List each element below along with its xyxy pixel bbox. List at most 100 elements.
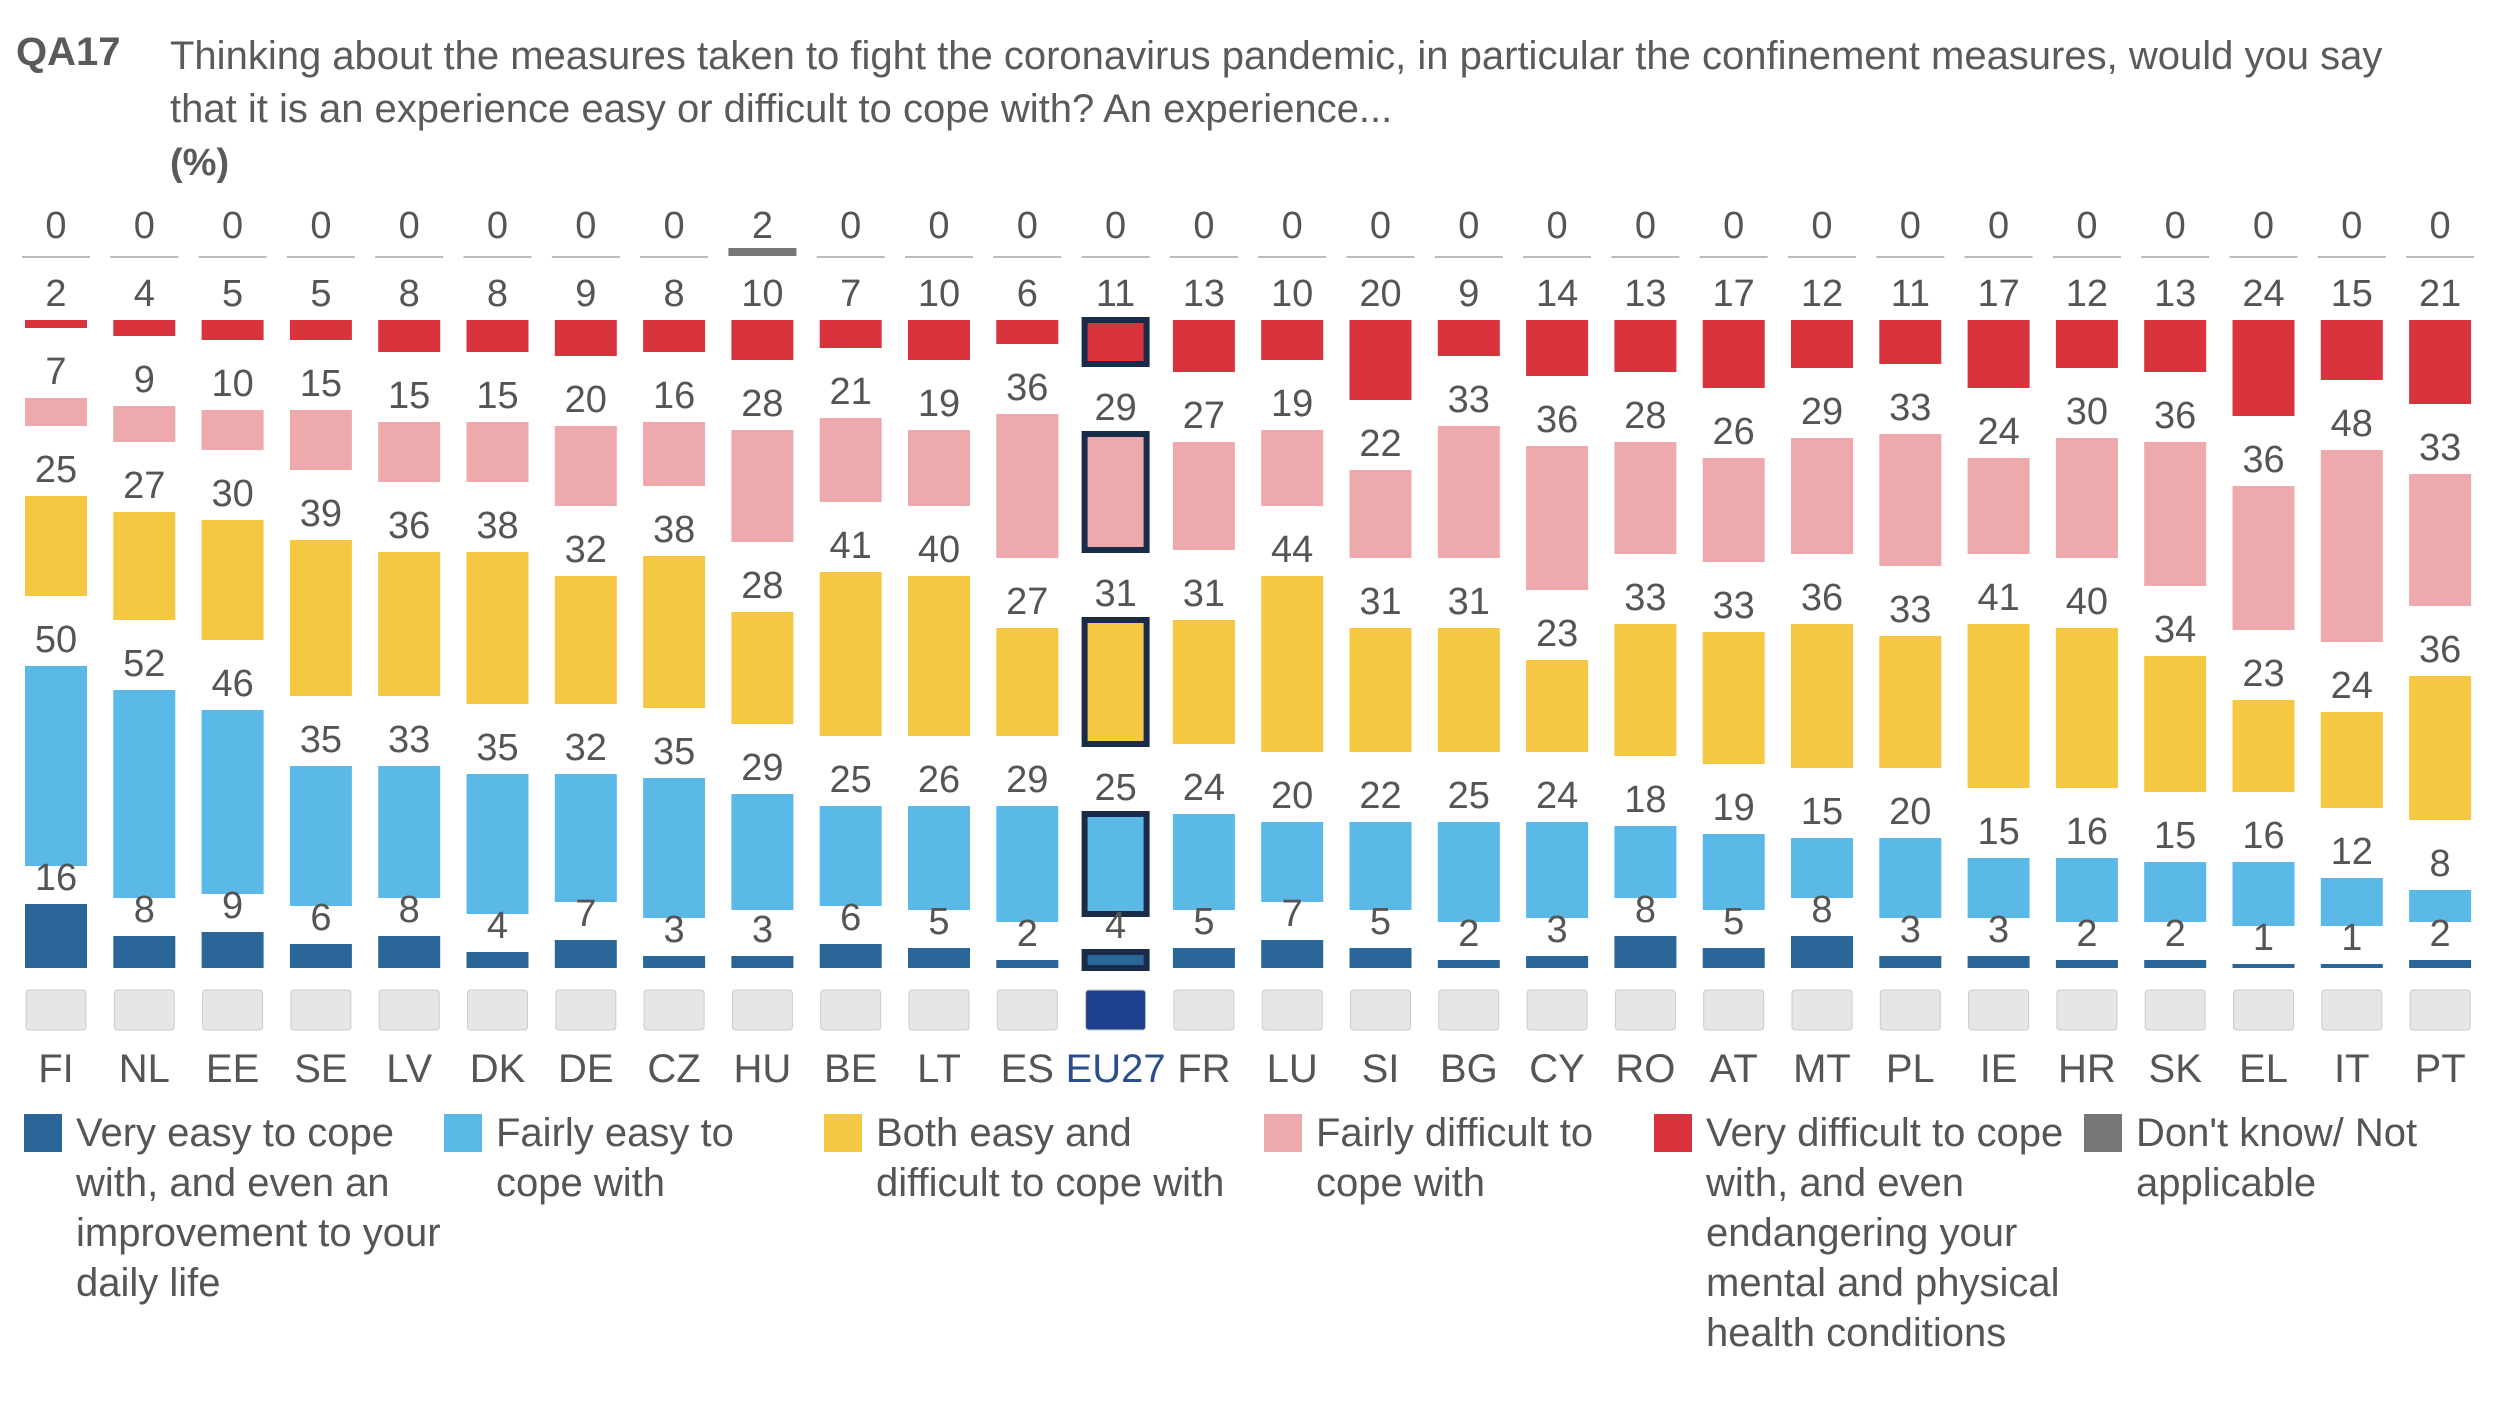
category-label: PL [1886,1047,1935,1091]
bar-segment-fairly-difficult [2055,438,2118,558]
bar-segment-very-easy [2232,964,2295,968]
data-label-both: 36 [388,505,430,547]
category-label: IT [2334,1047,2370,1091]
data-label-very-difficult: 5 [222,273,243,315]
bar-segment-fairly-easy [2144,862,2207,922]
category-label: DK [470,1047,526,1091]
bar-segment-very-difficult [2144,320,2207,372]
bar-segment-very-difficult [378,320,441,352]
data-label-both: 40 [918,529,960,571]
data-label-very-difficult: 4 [134,273,155,315]
category-label: RO [1615,1047,1675,1091]
legend-label-very-difficult: Very difficult to cope with, and even en… [1706,1111,2064,1355]
bar-segment-dont-know [1964,256,2033,258]
bar-segment-fairly-difficult [731,430,794,542]
bar-segment-dont-know [728,248,797,256]
bar-segment-dont-know [2229,256,2298,258]
data-label-dont-know: 0 [1547,205,1568,247]
data-label-fairly-difficult: 7 [45,351,66,393]
bar-segment-very-easy [819,944,882,968]
bar-segment-fairly-difficult [996,414,1059,558]
bar-segment-very-difficult [1967,320,2030,388]
bar-segment-very-easy [996,960,1059,968]
data-label-very-difficult: 17 [1977,273,2019,315]
bar-segment-very-easy [1614,936,1677,968]
bar-segment-dont-know [1169,256,1238,258]
bar-segment-fairly-easy [1526,822,1589,918]
bar-segment-both [1526,660,1589,752]
bar-segment-dont-know [2141,256,2210,258]
data-label-fairly-easy: 50 [35,619,77,661]
data-label-dont-know: 0 [2076,205,2097,247]
category-label: CY [1529,1047,1585,1091]
data-label-fairly-easy: 35 [476,727,518,769]
data-label-dont-know: 0 [310,205,331,247]
bar-segment-very-difficult [1879,320,1942,364]
data-label-both: 33 [1713,585,1755,627]
bar-segment-fairly-difficult [201,410,264,450]
data-label-dont-know: 0 [1635,205,1656,247]
bar-segment-both [1081,617,1150,747]
bar-segment-very-difficult [2232,320,2295,416]
bar-segment-fairly-difficult [378,422,441,482]
category-label: HU [734,1047,792,1091]
data-label-very-easy: 9 [222,885,243,927]
data-label-very-difficult: 13 [2154,273,2196,315]
data-label-very-easy: 5 [1193,901,1214,943]
bar-segment-both [819,572,882,736]
flag-se-icon [290,989,352,1031]
flag-ro-icon [1614,989,1676,1031]
data-label-dont-know: 0 [664,205,685,247]
bar-segment-both [1967,624,2030,788]
flag-cy-icon [1526,989,1588,1031]
data-label-fairly-easy: 22 [1359,775,1401,817]
bar-segment-dont-know [640,256,709,258]
bar-segment-dont-know [1258,256,1327,258]
bar-segment-very-easy [1879,956,1942,968]
data-label-fairly-difficult: 22 [1359,423,1401,465]
legend: Very easy to cope with, and even an impr… [24,1108,2484,1408]
data-label-dont-know: 0 [45,205,66,247]
bar-segment-both [378,552,441,696]
legend-swatch-dont-know [2084,1114,2122,1152]
data-label-very-easy: 2 [2430,913,2451,955]
data-label-fairly-difficult: 26 [1713,411,1755,453]
bar-segment-both [2144,656,2207,792]
bar-segment-dont-know [1081,256,1150,258]
bar-segment-very-difficult [1081,317,1150,367]
data-label-both: 24 [2331,665,2373,707]
bar-segment-fairly-easy [1967,858,2030,918]
data-label-fairly-easy: 16 [2242,815,2284,857]
data-label-dont-know: 0 [1282,205,1303,247]
bar-segment-fairly-easy [643,778,706,918]
data-label-fairly-difficult: 10 [211,363,253,405]
bar-segment-fairly-difficult [289,410,352,470]
bar-segment-very-difficult [466,320,529,352]
bar-segment-very-difficult [1437,320,1500,356]
flag-at-icon [1703,989,1765,1031]
bar-segment-very-difficult [996,320,1059,344]
data-label-very-difficult: 8 [487,273,508,315]
data-label-very-difficult: 13 [1624,273,1666,315]
bar-segment-very-difficult [201,320,264,340]
data-label-dont-know: 0 [2341,205,2362,247]
bar-segment-dont-know [2406,256,2475,258]
data-label-dont-know: 0 [1105,205,1126,247]
data-label-fairly-easy: 16 [2066,811,2108,853]
category-label: MT [1793,1047,1851,1091]
category-label: SE [294,1047,347,1091]
data-label-dont-know: 0 [1988,205,2009,247]
category-label: ES [1001,1047,1054,1091]
bar-segment-fairly-easy [2055,858,2118,922]
category-label: LT [917,1047,961,1091]
data-label-both: 41 [1977,577,2019,619]
data-label-dont-know: 0 [840,205,861,247]
bar-segment-both [643,556,706,708]
bar-segment-fairly-easy [2320,878,2383,926]
category-label: SI [1362,1047,1400,1091]
bar-segment-fairly-difficult [819,418,882,502]
bar-segment-dont-know [463,256,532,258]
bar-segment-very-easy [554,940,617,968]
data-label-very-difficult: 11 [1891,273,1930,315]
bar-segment-both [1437,628,1500,752]
